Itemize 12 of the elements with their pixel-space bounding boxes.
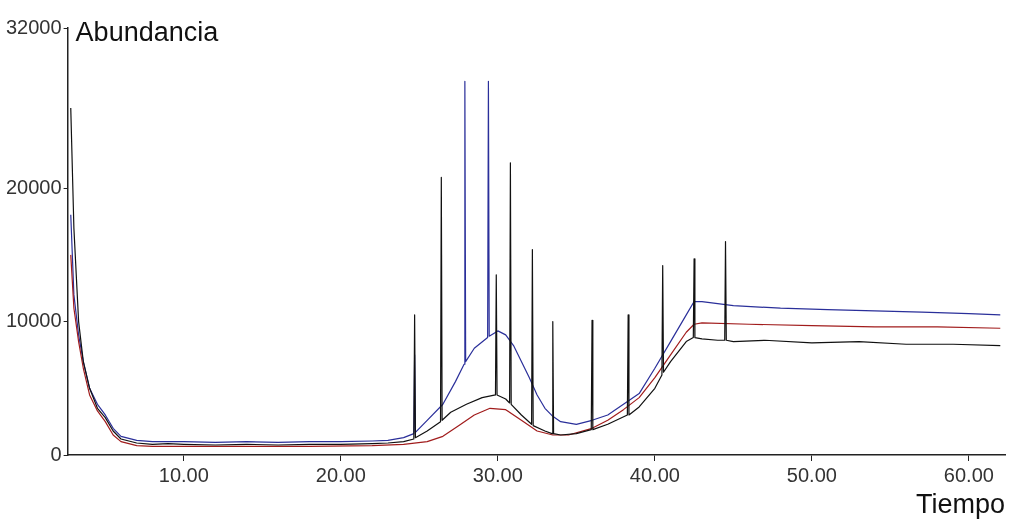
y-tick-label: 32000 (5, 15, 62, 38)
x-tick-label: 20.00 (315, 463, 366, 486)
y-axis-title: Abundancia (75, 17, 220, 48)
y-tick-label: 20000 (5, 175, 62, 198)
x-axis-title: Tiempo (915, 488, 1005, 519)
x-tick-label: 40.00 (629, 463, 680, 486)
x-tick-label: 60.00 (943, 463, 994, 486)
y-tick-label: 0 (50, 442, 62, 465)
x-tick-label: 30.00 (472, 463, 523, 486)
y-tick-label: 10000 (5, 309, 62, 332)
x-tick-label: 50.00 (786, 463, 837, 486)
x-tick-label: 10.00 (158, 463, 209, 486)
